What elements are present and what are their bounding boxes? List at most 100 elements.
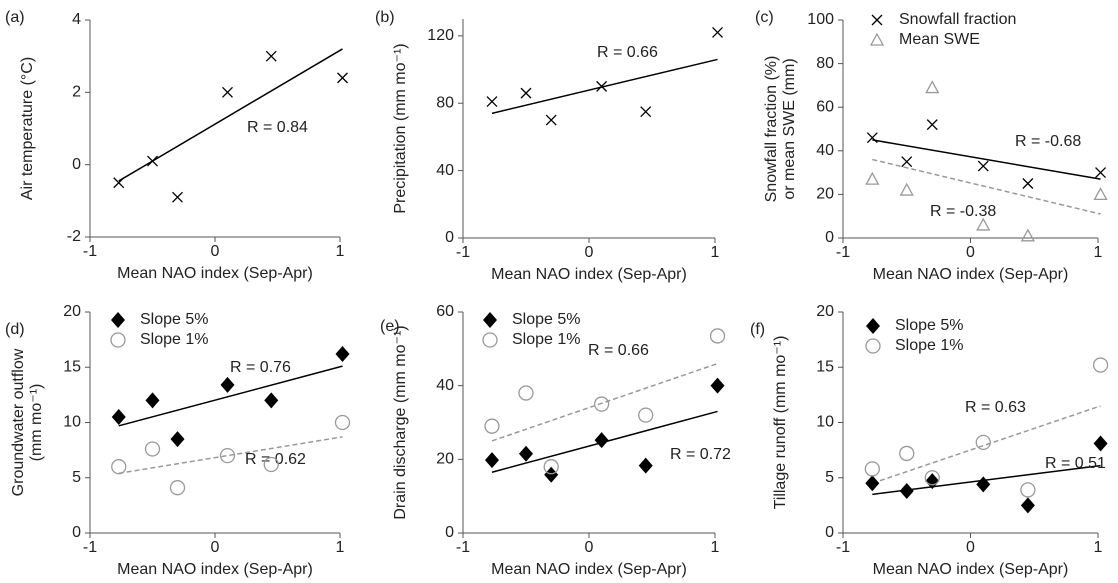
correlation-label: R = 0.63 bbox=[965, 399, 1026, 416]
correlation-label: R = 0.76 bbox=[230, 359, 291, 376]
x-tick-label: 1 bbox=[336, 243, 345, 260]
x-tick-label: -1 bbox=[836, 539, 850, 556]
marker bbox=[901, 156, 913, 168]
y-axis-label: Precipitation (mm mo⁻¹) bbox=[392, 43, 409, 213]
y-tick-label: 0 bbox=[445, 524, 454, 541]
marker bbox=[710, 377, 725, 394]
x-axis-label: Mean NAO index (Sep-Apr) bbox=[873, 266, 1069, 283]
marker bbox=[113, 177, 125, 189]
panel-label: (d) bbox=[5, 321, 25, 338]
y-tick-label: 0 bbox=[72, 524, 81, 541]
marker bbox=[594, 432, 609, 449]
marker bbox=[144, 441, 161, 457]
y-tick-label: 0 bbox=[825, 524, 834, 541]
panel-label: (e) bbox=[380, 318, 400, 335]
x-tick-label: 0 bbox=[585, 539, 594, 556]
marker bbox=[545, 114, 557, 126]
x-tick-label: 0 bbox=[211, 243, 220, 260]
y-tick-label: 120 bbox=[427, 27, 454, 44]
marker bbox=[638, 457, 653, 474]
x-axis-label: Mean NAO index (Sep-Apr) bbox=[117, 265, 313, 282]
y-tick-label: 20 bbox=[816, 186, 834, 203]
correlation-label: R = 0.51 bbox=[1045, 455, 1106, 472]
correlation-label: R = -0.38 bbox=[930, 203, 996, 220]
y-tick-label: 10 bbox=[63, 414, 81, 431]
marker bbox=[864, 461, 880, 477]
marker bbox=[925, 80, 940, 94]
x-tick-label: -1 bbox=[456, 539, 470, 556]
panel-label: (a) bbox=[5, 9, 25, 26]
trend-line bbox=[118, 436, 343, 475]
x-tick-label: 0 bbox=[966, 244, 975, 261]
y-tick-label: 5 bbox=[825, 469, 834, 486]
legend-marker bbox=[869, 32, 885, 46]
marker bbox=[924, 470, 940, 486]
marker bbox=[263, 456, 279, 473]
panel-label: (b) bbox=[375, 9, 395, 26]
trend-line bbox=[118, 48, 343, 182]
marker bbox=[170, 431, 185, 448]
correlation-label: R = 0.72 bbox=[670, 446, 731, 463]
legend-marker bbox=[111, 312, 125, 328]
marker bbox=[1092, 357, 1109, 373]
marker bbox=[519, 445, 533, 462]
marker bbox=[640, 106, 652, 118]
legend-label: Snowfall fraction bbox=[899, 11, 1016, 28]
x-tick-label: 1 bbox=[1094, 539, 1103, 556]
marker bbox=[899, 483, 914, 500]
marker bbox=[147, 155, 158, 167]
y-tick-label: 4 bbox=[72, 11, 81, 28]
marker bbox=[925, 473, 940, 490]
marker bbox=[899, 445, 915, 462]
marker bbox=[520, 87, 532, 99]
marker bbox=[977, 160, 989, 172]
legend-marker bbox=[110, 332, 126, 348]
marker bbox=[1095, 167, 1107, 179]
y-tick-label: 20 bbox=[816, 303, 834, 320]
x-tick-label: 0 bbox=[585, 244, 594, 261]
panel-label: (f) bbox=[750, 321, 765, 338]
marker bbox=[976, 476, 991, 493]
legend-label: Slope 5% bbox=[512, 311, 581, 328]
legend-label: Mean SWE bbox=[899, 31, 980, 48]
y-axis-label: Groundwater outflow bbox=[10, 348, 27, 496]
marker bbox=[543, 459, 559, 475]
marker bbox=[334, 414, 351, 431]
trend-line bbox=[872, 139, 1101, 180]
marker bbox=[866, 132, 878, 144]
y-tick-label: 5 bbox=[72, 469, 81, 486]
correlation-label: R = 0.66 bbox=[597, 44, 658, 61]
y-tick-label: 40 bbox=[816, 142, 834, 159]
legend-label: Slope 1% bbox=[895, 337, 964, 354]
y-tick-label: 2 bbox=[72, 84, 81, 101]
marker bbox=[484, 452, 499, 469]
marker bbox=[486, 96, 498, 108]
correlation-label: R = 0.84 bbox=[247, 119, 308, 136]
marker bbox=[596, 80, 608, 92]
marker bbox=[865, 475, 880, 492]
correlation-label: R = 0.66 bbox=[588, 342, 649, 359]
y-tick-label: 60 bbox=[436, 303, 454, 320]
y-tick-label: 15 bbox=[816, 358, 834, 375]
x-axis-label: Mean NAO index (Sep-Apr) bbox=[873, 561, 1069, 578]
marker bbox=[172, 191, 183, 203]
marker bbox=[712, 27, 723, 38]
y-tick-label: 100 bbox=[807, 11, 834, 28]
x-tick-label: -1 bbox=[83, 539, 97, 556]
marker bbox=[899, 182, 914, 196]
marker bbox=[219, 447, 236, 464]
legend-label: Slope 5% bbox=[140, 311, 209, 328]
marker bbox=[111, 408, 126, 425]
trend-line bbox=[491, 58, 718, 115]
marker bbox=[1093, 187, 1108, 201]
marker bbox=[220, 376, 235, 393]
marker bbox=[638, 407, 654, 423]
trend-line bbox=[872, 158, 1101, 215]
marker bbox=[544, 466, 559, 483]
trend-line bbox=[872, 405, 1101, 484]
marker bbox=[1020, 482, 1036, 498]
y-tick-label: 15 bbox=[63, 358, 81, 375]
legend-label: Slope 5% bbox=[895, 317, 964, 334]
y-tick-label: 20 bbox=[436, 451, 454, 468]
marker bbox=[1093, 435, 1108, 452]
